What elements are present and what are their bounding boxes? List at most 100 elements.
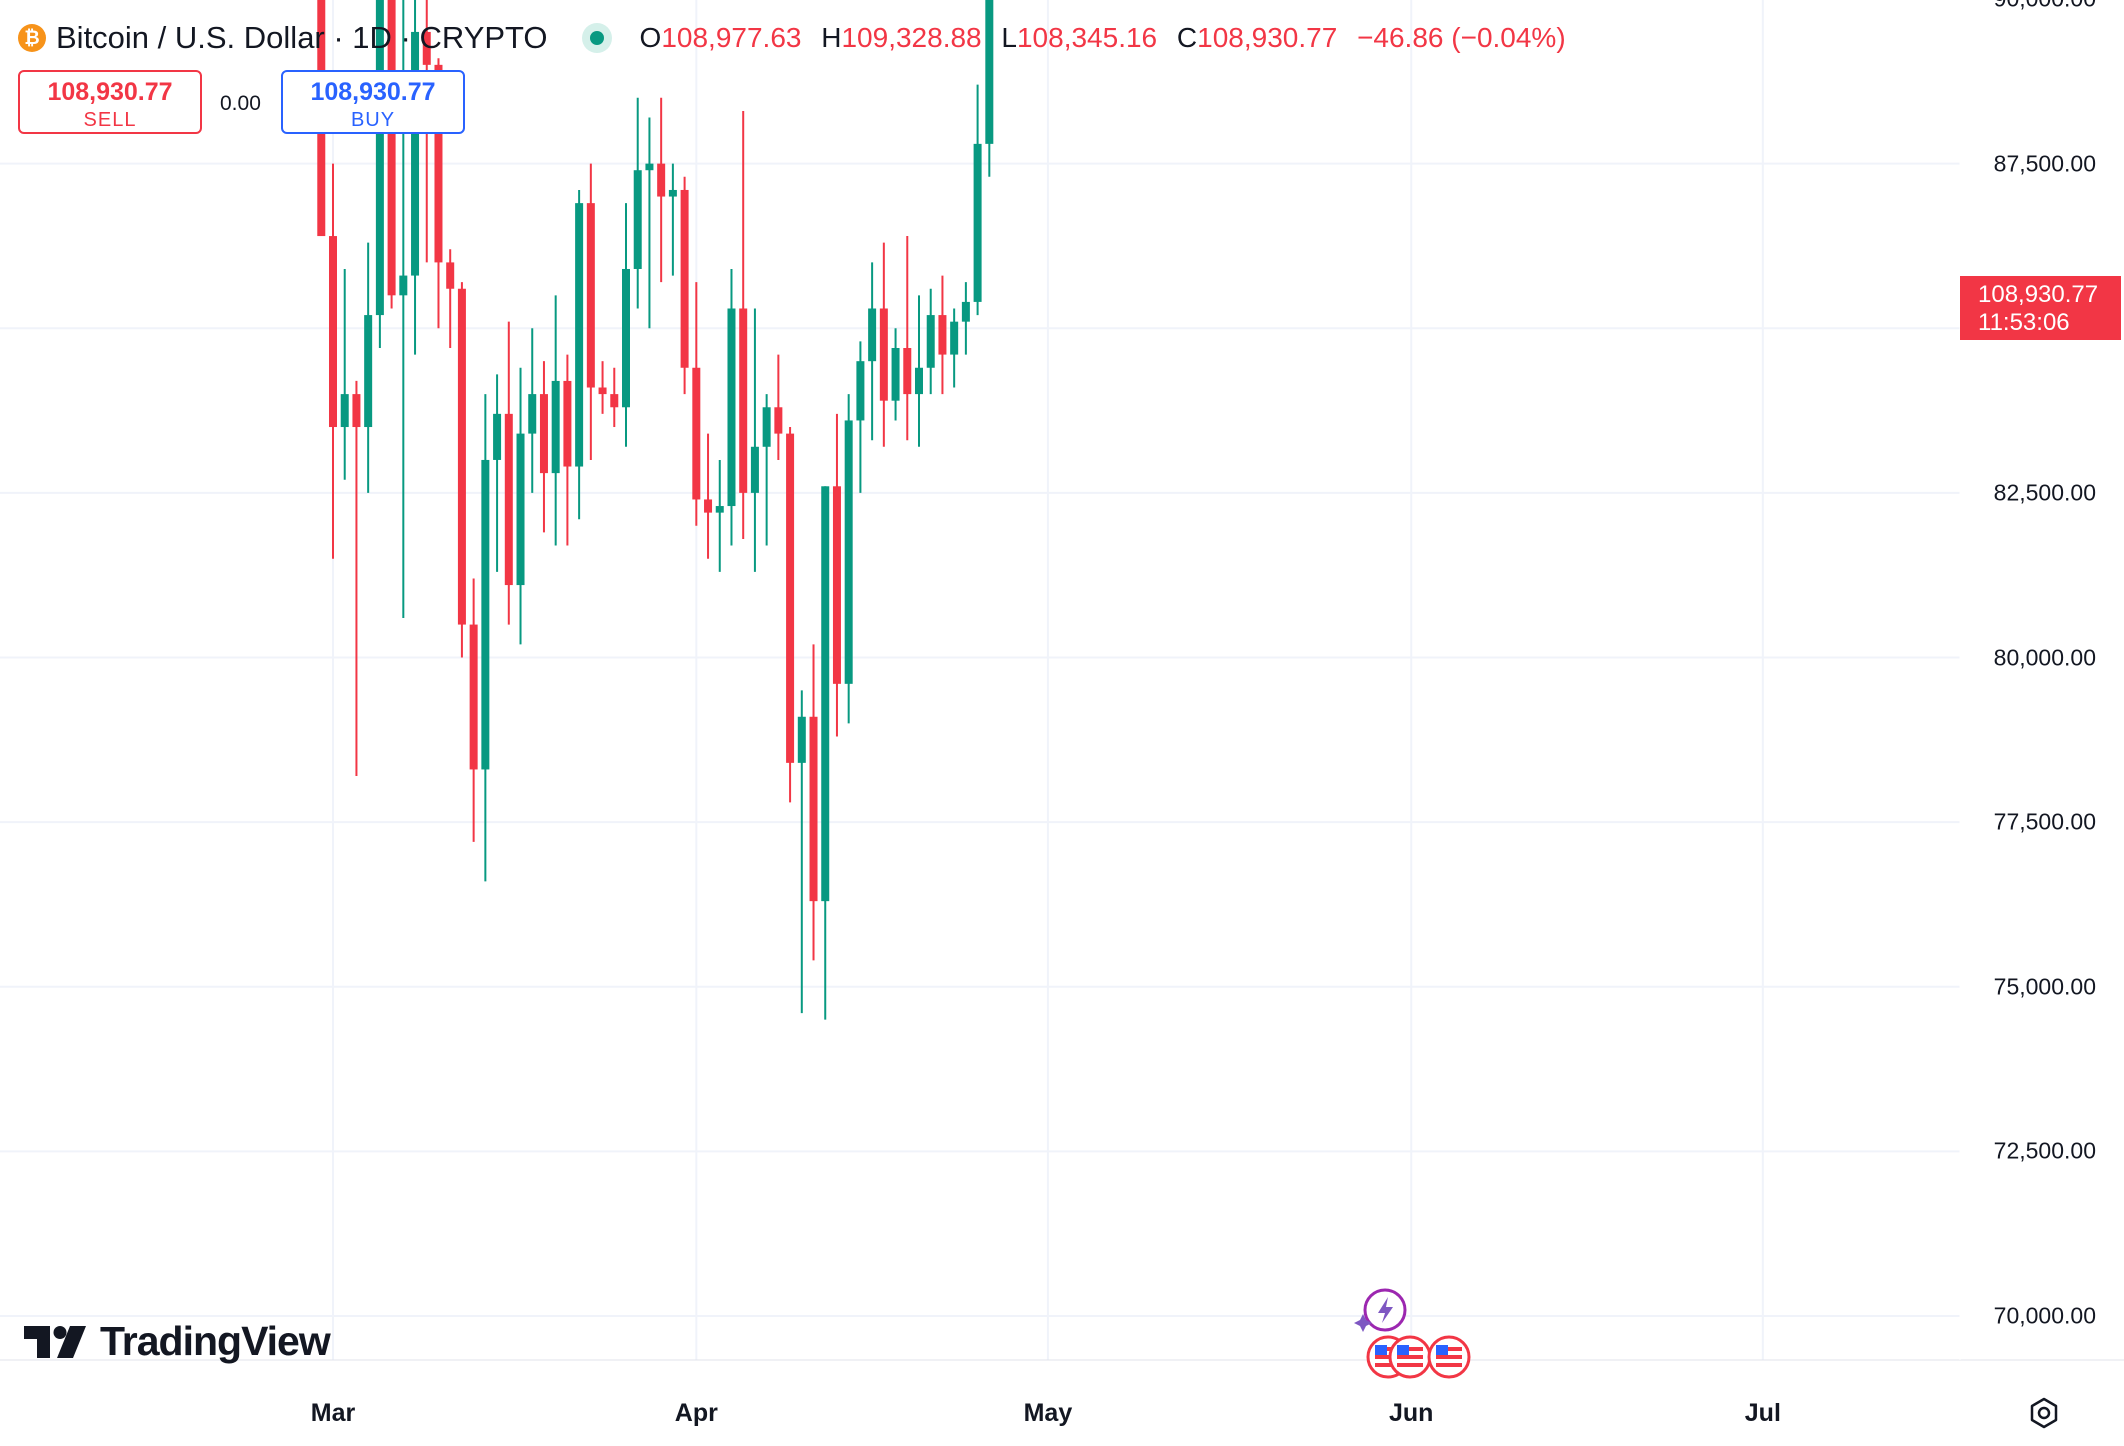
candle[interactable] (493, 374, 502, 572)
candle[interactable] (528, 328, 537, 493)
candle[interactable] (645, 117, 654, 329)
candle[interactable] (516, 367, 525, 645)
candle-body (950, 321, 959, 355)
candle-body (809, 716, 818, 902)
last-price-value: 108,930.77 (1978, 281, 2099, 308)
candle[interactable] (844, 394, 853, 724)
candle[interactable] (457, 282, 466, 658)
buy-price: 108,930.77 (310, 78, 436, 106)
sell-price: 108,930.77 (47, 78, 173, 106)
candle-body (985, 0, 994, 144)
tradingview-logo[interactable]: TradingView (24, 1318, 331, 1365)
candle[interactable] (879, 242, 888, 447)
price-tick-label: 87,500.00 (1993, 150, 2096, 177)
candle-body (551, 380, 560, 474)
candle[interactable] (352, 380, 361, 777)
buy-label: BUY (350, 109, 396, 131)
candle[interactable] (973, 84, 982, 316)
candle[interactable] (563, 354, 572, 546)
sell-button[interactable]: 108,930.77 SELL (18, 70, 202, 134)
candle-body (434, 64, 443, 263)
candle[interactable] (329, 163, 337, 559)
candle-body (856, 361, 865, 421)
candle[interactable] (446, 249, 455, 349)
candle-body (504, 413, 513, 586)
candle[interactable] (868, 262, 877, 441)
symbol-title[interactable]: Bitcoin / U.S. Dollar · 1D · CRYPTO (56, 20, 548, 55)
candle[interactable] (985, 0, 994, 177)
candle[interactable] (915, 295, 923, 447)
candle[interactable] (633, 97, 642, 309)
candle[interactable] (774, 354, 783, 460)
candle[interactable] (715, 459, 724, 572)
candle[interactable] (762, 394, 771, 546)
candle-body (832, 486, 841, 684)
candle-body (704, 499, 713, 513)
candle[interactable] (727, 268, 736, 546)
candle[interactable] (961, 282, 970, 355)
price-tick-label: 77,500.00 (1993, 808, 2096, 835)
candle-body (715, 506, 724, 513)
candle[interactable] (903, 236, 912, 441)
candle-body (399, 275, 408, 296)
candle[interactable] (926, 288, 935, 395)
candle[interactable] (551, 295, 560, 546)
candle-body (727, 308, 736, 507)
bitcoin-icon: ₿ (18, 24, 46, 52)
time-tick-label: Mar (310, 1399, 356, 1427)
candle[interactable] (832, 413, 841, 737)
time-tick-label: Apr (674, 1399, 718, 1427)
candle[interactable] (610, 367, 619, 428)
time-tick-label: Jun (1389, 1399, 1434, 1427)
candle[interactable] (891, 328, 900, 421)
candle[interactable] (786, 427, 795, 803)
candle[interactable] (739, 110, 748, 539)
candle[interactable] (575, 189, 584, 520)
candle[interactable] (411, 0, 420, 355)
candle[interactable] (481, 394, 490, 882)
symbol-legend[interactable]: ₿ Bitcoin / U.S. Dollar · 1D · CRYPTO O1… (18, 18, 1566, 58)
candle[interactable] (340, 268, 349, 480)
us-flag-icon[interactable] (1366, 1335, 1471, 1379)
candle[interactable] (504, 321, 513, 625)
candle[interactable] (692, 282, 701, 526)
settings-icon[interactable] (2027, 1396, 2061, 1430)
buy-button[interactable]: 108,930.77 BUY (281, 70, 465, 134)
market-status-icon[interactable] (581, 23, 612, 53)
candle-body (469, 624, 478, 770)
candle[interactable] (586, 163, 595, 460)
bar-countdown: 11:53:06 (1978, 309, 2070, 336)
candle[interactable] (750, 308, 759, 572)
candle[interactable] (469, 578, 478, 842)
candle[interactable] (668, 163, 677, 276)
price-tick-label: 70,000.00 (1993, 1302, 2096, 1329)
candle[interactable] (809, 644, 818, 961)
candle[interactable] (598, 361, 607, 414)
candle[interactable] (387, 0, 396, 309)
candle-body (481, 459, 490, 770)
candle[interactable] (622, 203, 630, 447)
candle[interactable] (821, 486, 830, 1020)
time-tick-label: Jul (1744, 1399, 1781, 1427)
candle[interactable] (657, 97, 666, 283)
candle[interactable] (950, 308, 959, 388)
candle-body (387, 0, 396, 296)
candle-body (797, 716, 806, 763)
candle-body (516, 433, 525, 586)
chart-grid (0, 0, 1960, 1360)
candle[interactable] (399, 0, 408, 618)
candle-series (317, 0, 994, 1020)
candle-body (903, 348, 912, 395)
candle[interactable] (856, 341, 865, 493)
candle[interactable] (797, 690, 806, 1014)
candle[interactable] (422, 0, 431, 263)
candle[interactable] (938, 275, 947, 395)
candle[interactable] (704, 433, 713, 559)
price-tick-label: 72,500.00 (1993, 1137, 2096, 1164)
flash-event-icon[interactable] (1354, 1288, 1407, 1332)
candle[interactable] (375, 0, 384, 349)
candle[interactable] (680, 176, 689, 395)
candle[interactable] (364, 242, 373, 493)
candle[interactable] (539, 361, 548, 533)
